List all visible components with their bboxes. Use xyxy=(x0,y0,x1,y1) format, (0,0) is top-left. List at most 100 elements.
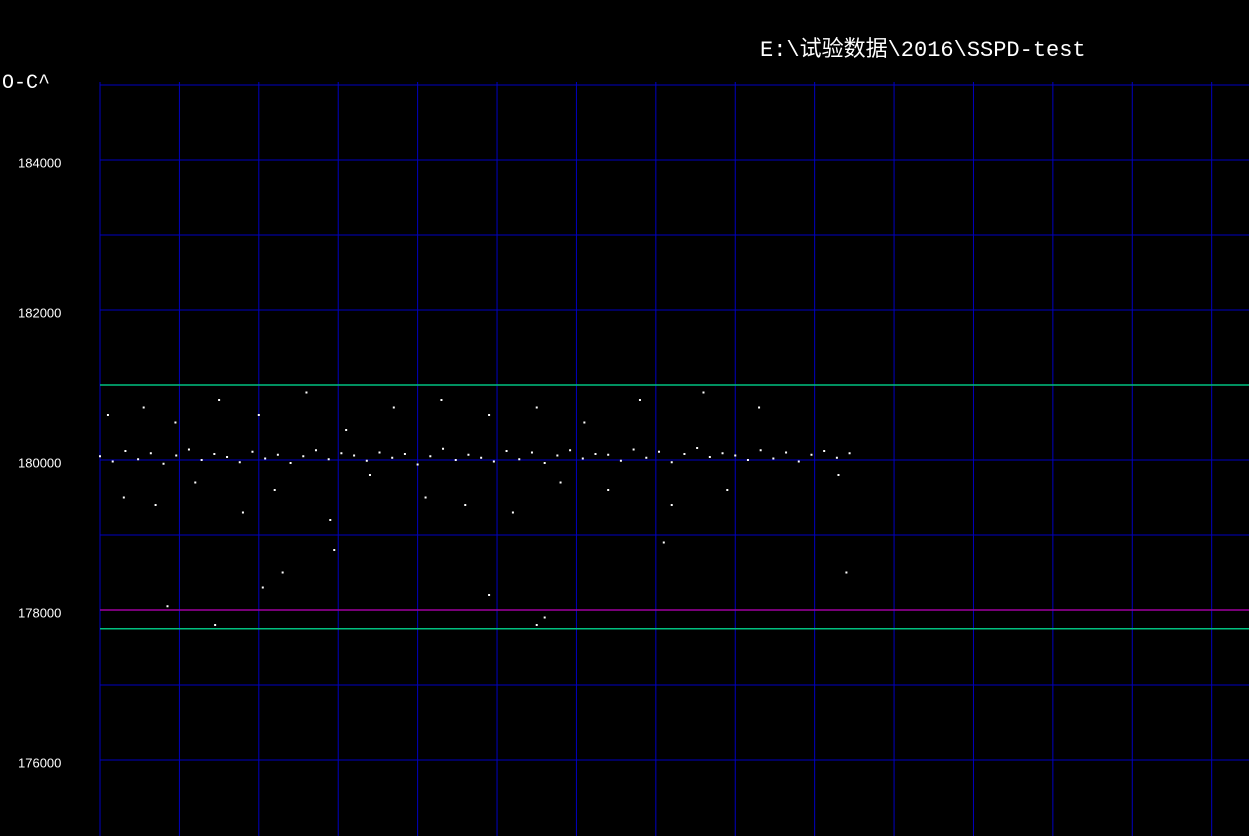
point xyxy=(162,462,165,465)
y-tick-label: 182000 xyxy=(18,305,61,320)
point xyxy=(772,457,775,460)
grid xyxy=(99,82,1249,836)
point xyxy=(670,504,673,506)
point xyxy=(353,454,356,457)
point xyxy=(305,391,308,394)
point xyxy=(607,489,610,491)
point xyxy=(340,452,343,455)
point xyxy=(329,519,332,521)
point xyxy=(746,459,749,461)
point xyxy=(835,456,838,459)
y-axis-label: O-C^ xyxy=(2,72,50,95)
point xyxy=(368,474,371,476)
point xyxy=(142,406,145,409)
point xyxy=(556,454,559,457)
point xyxy=(845,571,848,574)
point xyxy=(658,450,661,453)
point xyxy=(823,450,826,452)
point xyxy=(696,447,699,449)
point xyxy=(124,450,127,452)
point xyxy=(442,447,445,450)
point xyxy=(535,624,538,626)
point xyxy=(416,463,419,466)
point xyxy=(106,414,109,416)
point xyxy=(670,461,673,464)
point xyxy=(289,462,292,464)
point xyxy=(511,511,514,514)
point xyxy=(194,481,197,484)
y-tick-label: 178000 xyxy=(18,605,61,620)
point xyxy=(543,462,546,464)
point xyxy=(273,489,276,491)
point xyxy=(797,460,800,463)
point xyxy=(662,541,665,544)
point xyxy=(365,459,368,462)
point xyxy=(238,461,241,464)
point xyxy=(607,453,610,456)
point xyxy=(187,448,190,451)
point xyxy=(154,504,157,506)
point xyxy=(175,454,178,457)
point xyxy=(454,459,457,461)
point xyxy=(619,459,622,462)
point xyxy=(226,456,229,458)
point xyxy=(837,474,840,476)
point xyxy=(594,453,597,455)
point xyxy=(480,456,483,459)
point xyxy=(122,496,125,499)
point xyxy=(174,421,177,424)
point xyxy=(492,460,495,463)
point xyxy=(488,414,491,416)
point xyxy=(429,455,432,458)
point xyxy=(645,456,648,459)
point xyxy=(848,452,851,455)
points xyxy=(99,391,851,626)
point xyxy=(708,456,711,458)
point xyxy=(264,457,267,460)
point xyxy=(302,455,305,458)
point xyxy=(440,399,443,401)
point xyxy=(559,481,562,484)
point xyxy=(505,450,508,452)
point xyxy=(314,449,317,452)
point xyxy=(333,549,336,551)
point xyxy=(345,429,348,431)
point xyxy=(378,451,381,454)
point xyxy=(327,458,330,461)
point xyxy=(734,454,737,457)
point xyxy=(213,453,216,455)
point xyxy=(241,511,244,514)
point xyxy=(464,504,467,506)
point xyxy=(99,455,101,458)
point xyxy=(111,460,114,463)
point xyxy=(149,452,152,455)
point xyxy=(276,453,279,456)
point xyxy=(424,496,427,499)
point xyxy=(467,453,470,456)
point xyxy=(391,456,394,459)
y-tick-label: 176000 xyxy=(18,755,61,770)
point xyxy=(166,605,169,608)
point xyxy=(257,414,260,416)
chart-title: E:\试验数据\2016\SSPD-test xyxy=(760,37,1086,63)
point xyxy=(638,399,641,401)
point xyxy=(214,624,217,626)
point xyxy=(535,406,538,409)
point xyxy=(785,451,788,454)
point xyxy=(488,594,491,596)
point xyxy=(137,458,140,461)
point xyxy=(683,453,686,455)
point xyxy=(218,399,221,401)
point xyxy=(726,489,729,491)
point xyxy=(569,449,572,452)
point xyxy=(721,452,724,455)
point xyxy=(810,453,813,456)
point xyxy=(200,459,203,461)
point xyxy=(758,406,761,409)
y-tick-label: 180000 xyxy=(18,455,61,470)
point xyxy=(281,571,284,574)
point xyxy=(632,448,635,451)
point xyxy=(518,458,521,461)
